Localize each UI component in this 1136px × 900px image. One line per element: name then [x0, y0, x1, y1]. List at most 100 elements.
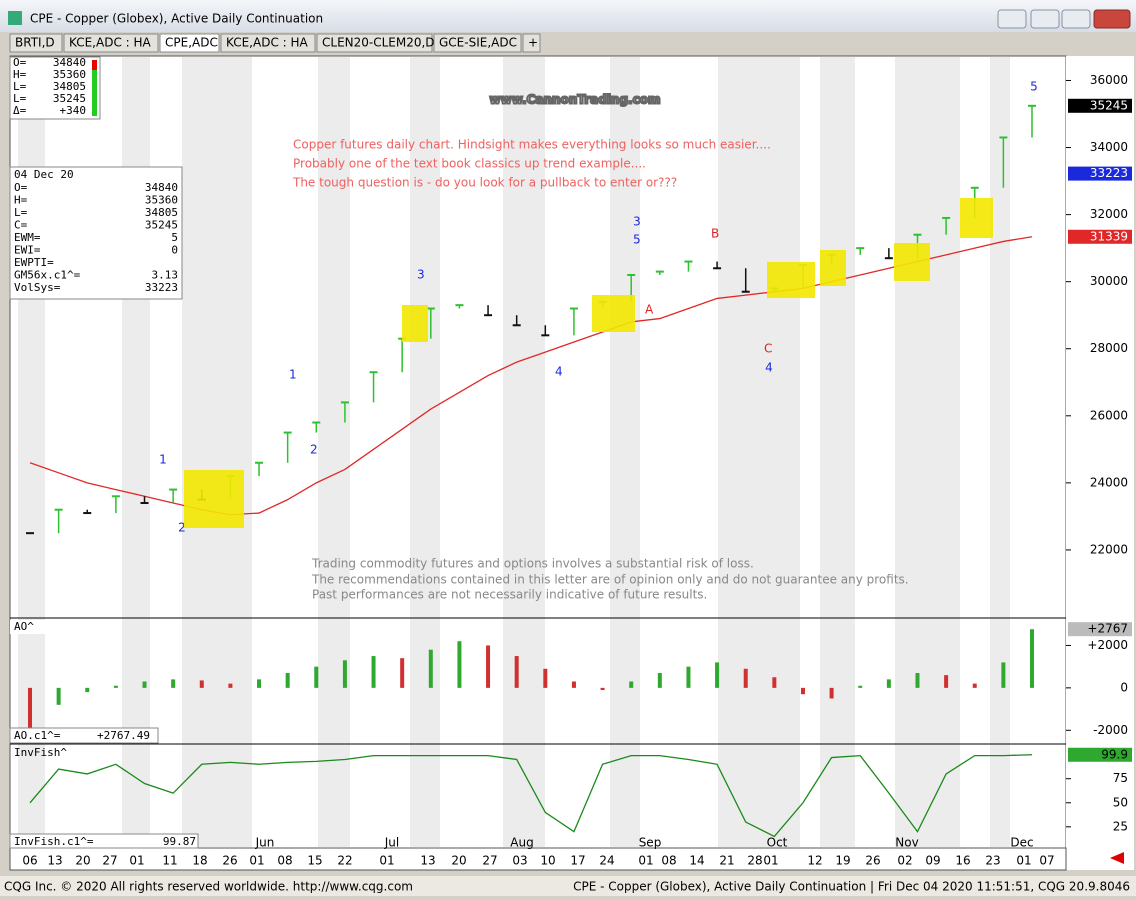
y-tick-label: 30000 [1090, 274, 1128, 288]
quote-value: 34805 [53, 80, 86, 93]
quote-label: Δ= [13, 104, 27, 117]
value-badge-label: 35245 [1090, 98, 1128, 112]
readout-label: InvFish.c1^= [14, 835, 94, 848]
date-label: 16 [955, 854, 970, 868]
pane-label: InvFish^ [14, 746, 67, 759]
wave-labels: 1 2 3 4 5 [159, 80, 1038, 535]
tab[interactable] [433, 33, 522, 53]
month-label: Jul [384, 836, 399, 850]
wave-label: 2 [310, 443, 318, 457]
y-tick-label: +2000 [1087, 638, 1128, 652]
ao-bar [600, 687, 605, 690]
scroll-arrow[interactable] [1110, 852, 1124, 864]
maximize-button[interactable] [1061, 9, 1091, 29]
ao-bar [457, 641, 462, 688]
y-tick-label: 25 [1113, 819, 1128, 833]
quote-label: L= [13, 80, 27, 93]
month-label: Sep [639, 836, 662, 850]
pane-label-bg [10, 620, 50, 634]
y-tick-label: 36000 [1090, 73, 1128, 87]
month-band [610, 57, 640, 847]
info-label: H= [14, 194, 28, 207]
tab[interactable] [9, 33, 63, 53]
info-label: L= [14, 206, 28, 219]
date-label: 12 [807, 854, 822, 868]
month-label: Dec [1010, 836, 1033, 850]
date-label: 27 [102, 854, 117, 868]
pin-button[interactable] [997, 9, 1027, 29]
tab[interactable] [316, 33, 433, 53]
info-date: 04 Dec 20 [14, 168, 74, 181]
value-axis [1066, 56, 1134, 870]
date-label: 24 [599, 854, 614, 868]
y-tick-label: -2000 [1093, 723, 1128, 737]
comment-line: The tough question is - do you look for … [292, 176, 677, 190]
date-label: 27 [482, 854, 497, 868]
info-box [9, 166, 183, 300]
ao-bar [257, 679, 262, 688]
tab-label: KCE,ADC : HA [226, 36, 309, 50]
ao-bar [657, 673, 662, 688]
quote-value: 34840 [53, 56, 86, 69]
y-tick-label: 50 [1113, 795, 1128, 809]
wave-label: C [764, 342, 772, 356]
quote-label: H= [13, 68, 27, 81]
disclaimer-line: Trading commodity futures and options in… [311, 557, 754, 571]
wave-label: 3 [633, 215, 641, 229]
y-tick-label: 75 [1113, 771, 1128, 785]
date-label: 21 [719, 854, 734, 868]
value-badge [1068, 229, 1132, 244]
date-axis [9, 847, 1067, 871]
ao-bar [171, 679, 176, 688]
month-band [718, 57, 800, 847]
tab[interactable] [220, 33, 316, 53]
month-band [318, 57, 350, 847]
date-label: 08 [661, 854, 676, 868]
tab[interactable] [63, 33, 159, 53]
info-value: 34840 [145, 181, 178, 194]
ao-bar [142, 681, 147, 688]
tab-label: GCE-SIE,ADC [439, 36, 517, 50]
minimize-button[interactable] [1030, 9, 1060, 29]
date-label: 09 [925, 854, 940, 868]
y-tick-label: 32000 [1090, 207, 1128, 221]
date-label: 28 [747, 854, 762, 868]
title-bar [0, 0, 1136, 32]
date-label: 17 [570, 854, 585, 868]
value-badge-label: 99.9 [1101, 747, 1128, 761]
date-label: 18 [192, 854, 207, 868]
quote-meter [92, 70, 97, 116]
ao-bar [858, 685, 863, 688]
tab[interactable] [159, 33, 220, 53]
signal-box [592, 295, 635, 332]
value-badge-label: +2767 [1087, 622, 1128, 636]
tab[interactable] [522, 33, 541, 53]
ao-bar [486, 645, 491, 688]
comment-line: Probably one of the text book classics u… [293, 157, 646, 171]
app-icon [8, 11, 22, 25]
window-title: CPE - Copper (Globex), Active Daily Cont… [30, 12, 323, 26]
date-label: 01 [763, 854, 778, 868]
signal-box [767, 262, 815, 298]
quote-value: 35245 [53, 92, 86, 105]
ao-bar [543, 668, 548, 688]
readout-value: +2767.49 [97, 729, 150, 742]
tab-label: BRTI,D [15, 36, 55, 50]
ao-bar [972, 683, 977, 688]
ao-bar [428, 649, 433, 688]
close-button[interactable] [1093, 9, 1131, 29]
ao-bar [829, 687, 834, 699]
month-label: Oct [767, 836, 788, 850]
month-band [895, 57, 960, 847]
pane-label: AO^ [14, 620, 34, 633]
date-label: 23 [985, 854, 1000, 868]
date-label: 01 [249, 854, 264, 868]
date-label: 26 [865, 854, 880, 868]
month-band [503, 57, 545, 847]
date-label: 15 [307, 854, 322, 868]
info-value: 35360 [145, 194, 178, 207]
month-band [820, 57, 855, 847]
y-tick-label: 34000 [1090, 140, 1128, 154]
y-tick-label: 26000 [1090, 408, 1128, 422]
